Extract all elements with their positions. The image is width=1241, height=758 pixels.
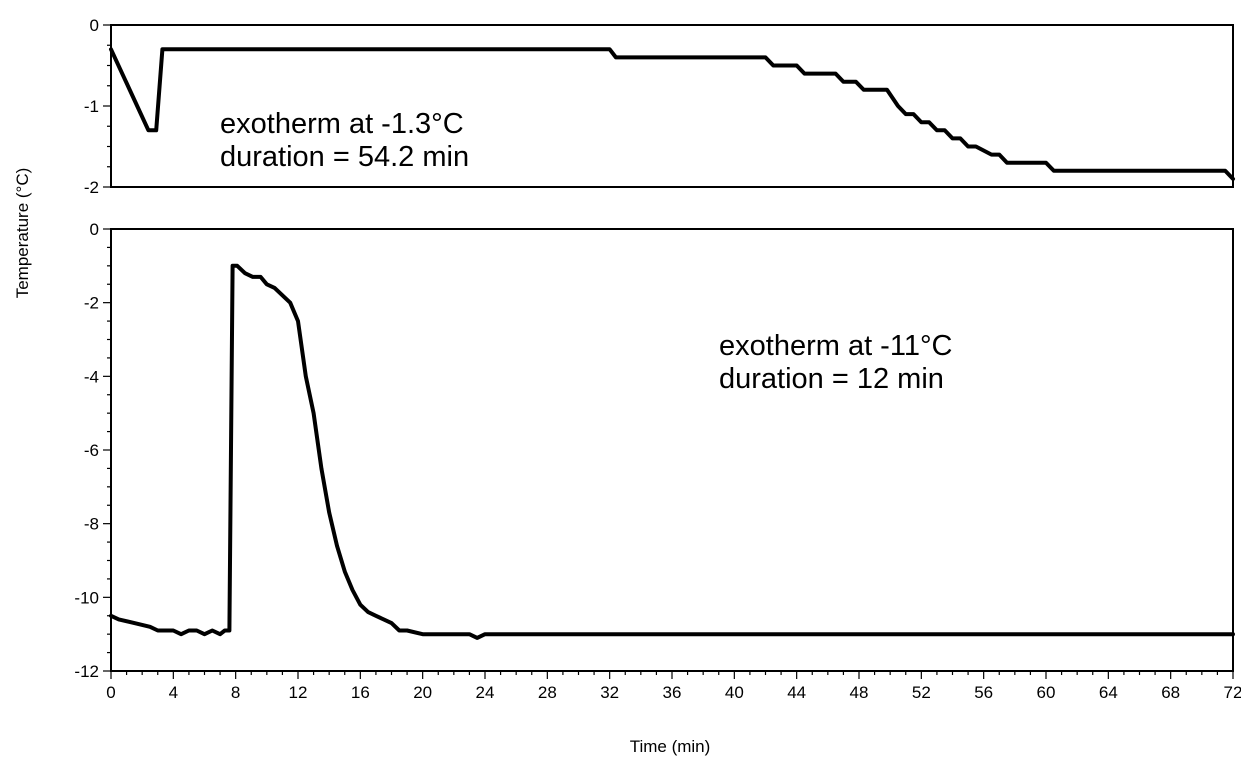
x-tick-label: 20 — [413, 683, 432, 702]
x-tick-label: 56 — [974, 683, 993, 702]
x-tick-label: 60 — [1037, 683, 1056, 702]
x-tick-label: 16 — [351, 683, 370, 702]
temperature-series-line — [109, 47, 1235, 181]
x-tick-label: 64 — [1099, 683, 1118, 702]
plot-frame — [110, 228, 1234, 672]
x-tick-label: 36 — [663, 683, 682, 702]
x-tick-label: 24 — [476, 683, 495, 702]
bottom-annotation-line-2: duration = 12 min — [719, 363, 944, 395]
bottom-annotation-line-1: exotherm at -11°C — [719, 330, 953, 362]
x-tick-label: 12 — [289, 683, 308, 702]
x-tick-label: 28 — [538, 683, 557, 702]
temperature-series-line — [109, 263, 1235, 640]
y-tick-label: -2 — [84, 294, 99, 313]
y-tick-label: -4 — [84, 367, 99, 386]
x-tick-label: 0 — [106, 683, 115, 702]
top-annotation-line-1: exotherm at -1.3°C — [220, 108, 464, 140]
bottom-panel: 0-2-4-6-8-10-120 4 8 12 16 20 24 28 32 36 40 44 48 52… — [74, 220, 1241, 702]
y-tick-label: -8 — [84, 515, 99, 534]
x-tick-label: 72 — [1224, 683, 1241, 702]
x-tick-label: 32 — [600, 683, 619, 702]
y-tick-label: -12 — [74, 662, 99, 681]
x-tick-label: 40 — [725, 683, 744, 702]
top-annotation-line-2: duration = 54.2 min — [220, 141, 469, 173]
y-tick-label: -10 — [74, 588, 99, 607]
y-tick-label: -2 — [84, 178, 99, 197]
y-tick-label: 0 — [90, 220, 99, 239]
x-tick-label: 44 — [787, 683, 806, 702]
x-axis-title: Time (min) — [630, 737, 711, 756]
y-tick-label: 0 — [90, 16, 99, 35]
x-tick-label: 52 — [912, 683, 931, 702]
x-tick-label: 4 — [169, 683, 178, 702]
x-tick-label: 8 — [231, 683, 240, 702]
y-tick-label: -1 — [84, 97, 99, 116]
top-panel: 0 -1 -2 — [84, 16, 1235, 197]
x-tick-label: 48 — [850, 683, 869, 702]
y-tick-label: -6 — [84, 441, 99, 460]
y-axis-title: Temperature (°C) — [13, 168, 32, 299]
x-tick-label: 68 — [1161, 683, 1180, 702]
